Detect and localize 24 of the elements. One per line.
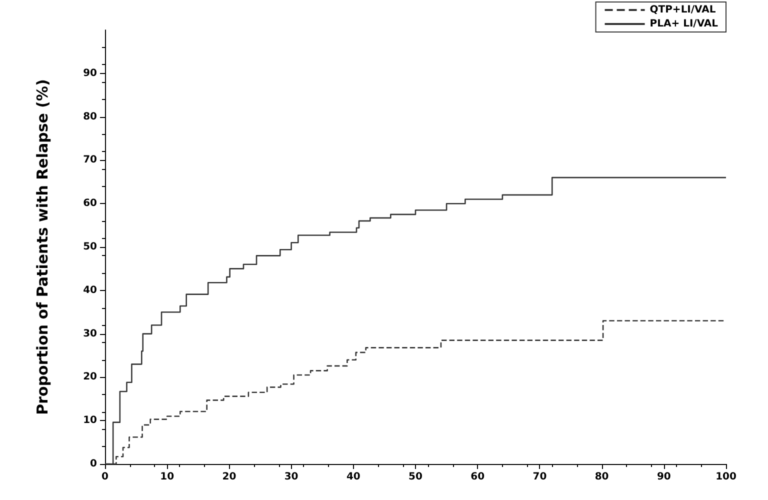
- x-tick-label: 50: [408, 472, 422, 482]
- x-tick-label: 80: [594, 472, 609, 482]
- y-tick-label: 20: [83, 372, 98, 383]
- y-axis-title: Proportion of Patients with Relapse (%): [34, 79, 52, 415]
- x-tick-label: 100: [716, 472, 736, 482]
- y-tick-label: 50: [83, 242, 98, 252]
- y-tick-label: 90: [83, 68, 98, 79]
- y-tick-label: 40: [83, 284, 98, 296]
- x-tick-label: 30: [284, 472, 298, 482]
- x-tick-label: 90: [656, 472, 671, 482]
- legend-label: PLA+ LI/VAL: [650, 18, 719, 30]
- x-tick-label: 60: [470, 472, 485, 482]
- x-tick-label: 20: [222, 472, 236, 482]
- y-tick-label: 60: [83, 198, 98, 210]
- x-tick-label: 0: [102, 472, 109, 482]
- y-tick-label: 30: [83, 328, 98, 340]
- y-tick-label: 70: [83, 154, 98, 166]
- x-tick-label: 10: [160, 472, 174, 482]
- y-tick-label: 0: [90, 458, 98, 470]
- legend-label: QTP+LI/VAL: [650, 4, 716, 16]
- x-tick-label: 40: [346, 472, 360, 482]
- y-tick-label: 80: [83, 111, 98, 122]
- y-tick-label: 10: [83, 415, 98, 426]
- x-tick-label: 70: [532, 472, 547, 482]
